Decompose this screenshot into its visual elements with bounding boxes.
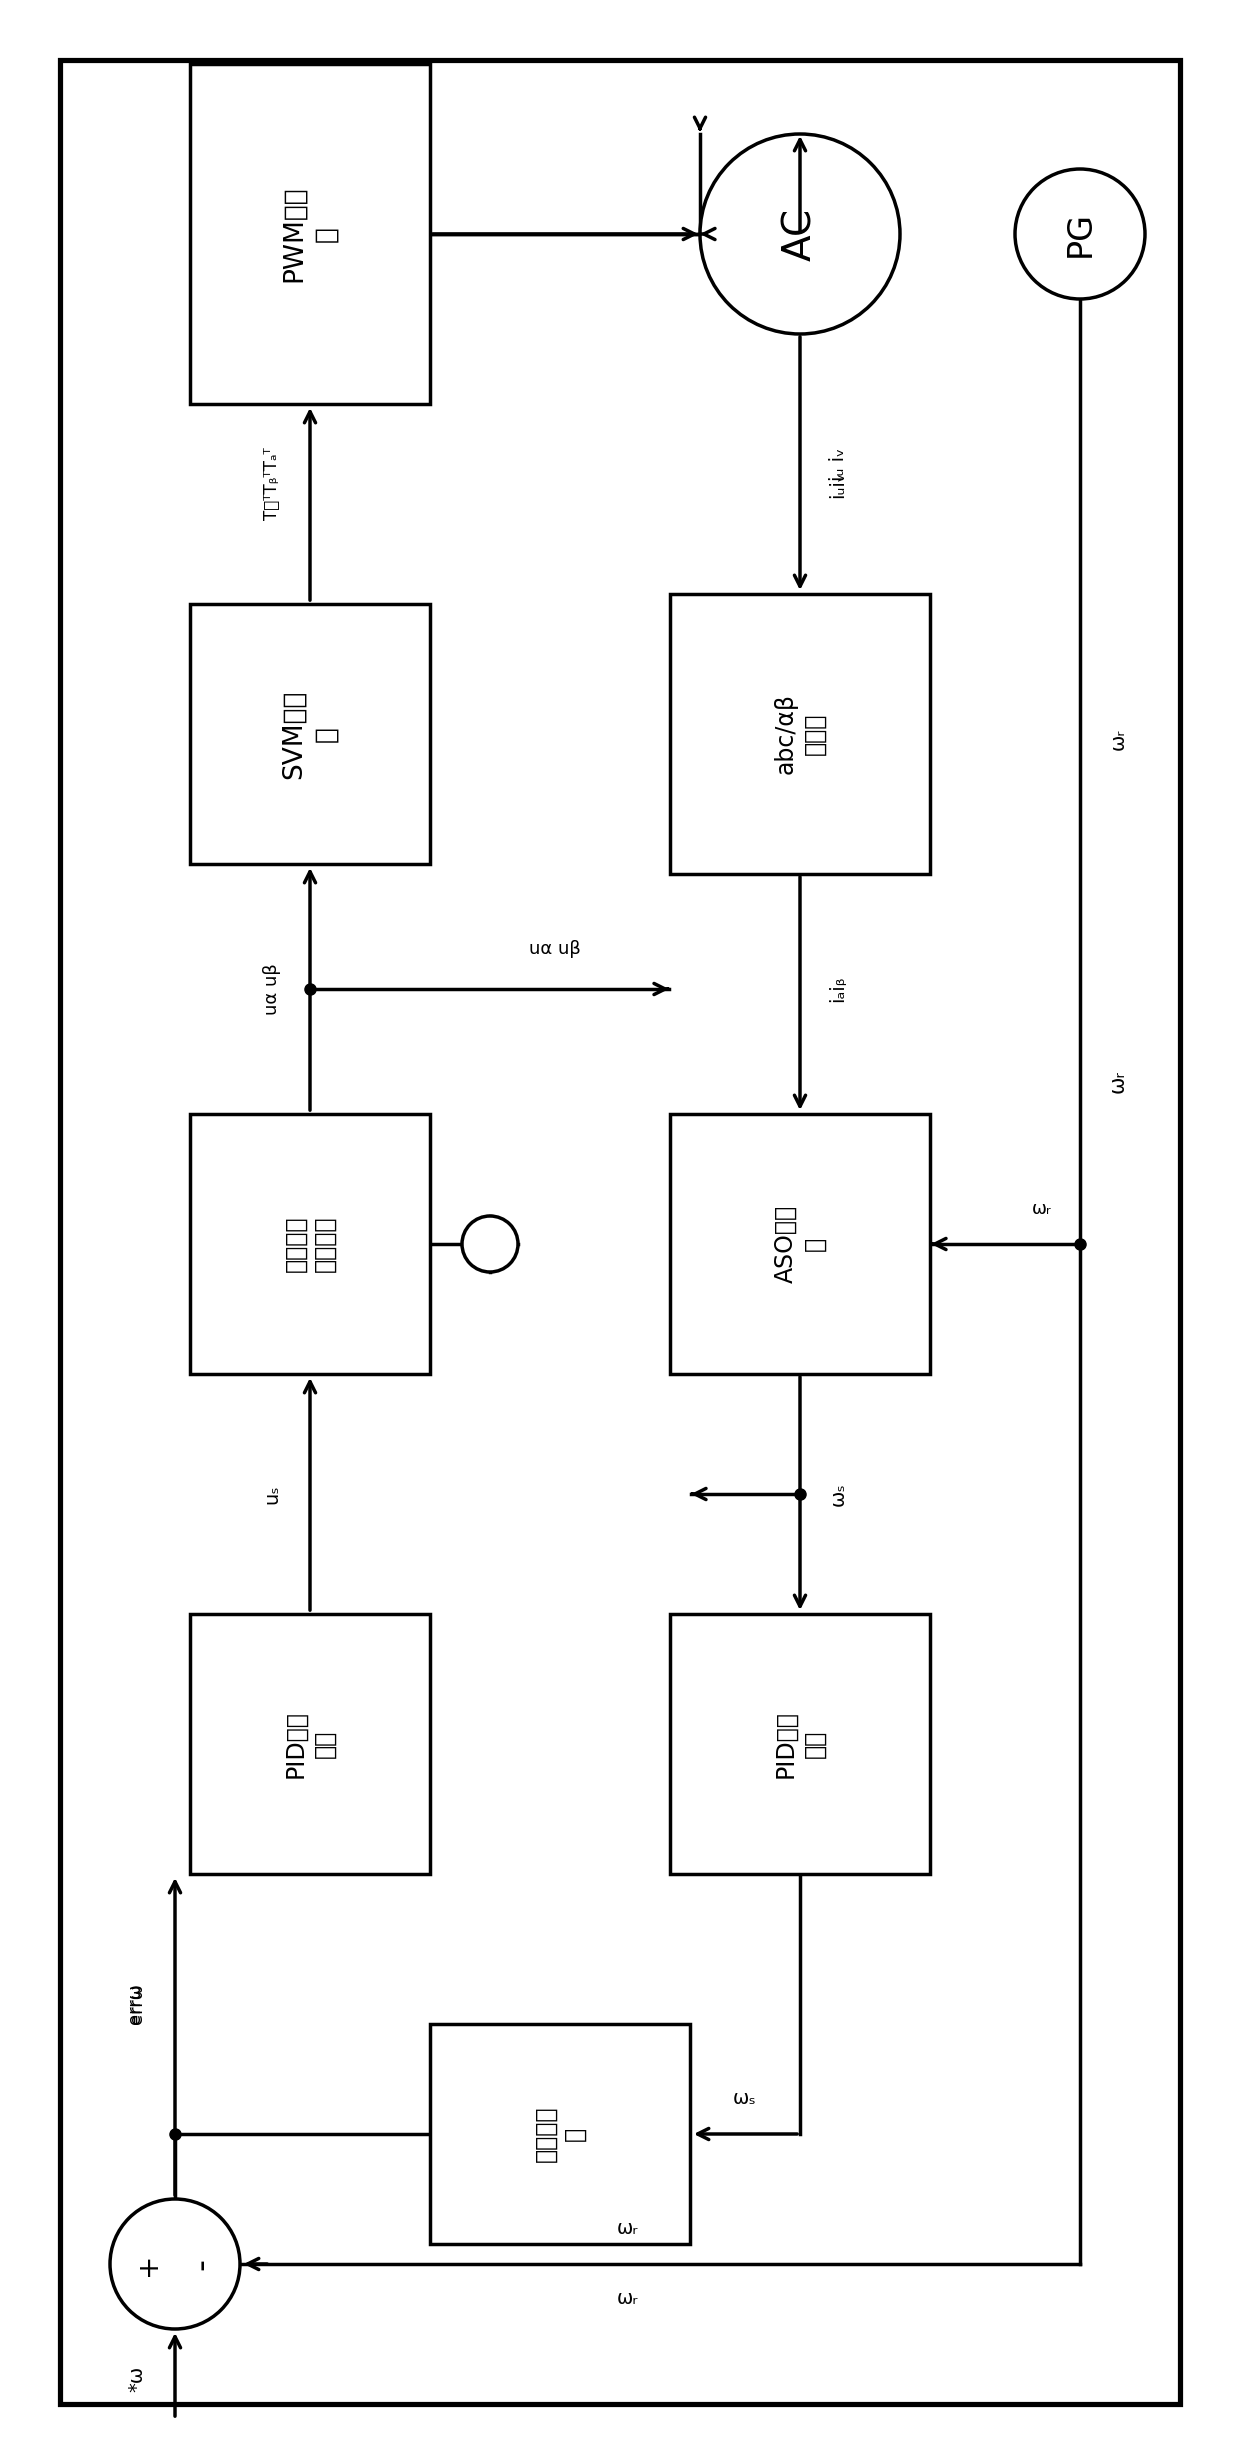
Bar xyxy=(670,594,930,875)
Text: abc/αβ
变换器: abc/αβ 变换器 xyxy=(774,692,827,774)
Text: ωᵣ: ωᵣ xyxy=(616,2289,639,2309)
Text: PID调节
器一: PID调节 器一 xyxy=(283,1710,337,1779)
Circle shape xyxy=(701,133,900,335)
Text: ωᵣ: ωᵣ xyxy=(616,2220,639,2237)
Text: ωᵣ: ωᵣ xyxy=(1109,1069,1128,1094)
Circle shape xyxy=(110,2198,241,2328)
Text: iₐiᵦ: iₐiᵦ xyxy=(828,976,847,1003)
Text: ASO观测
器: ASO观测 器 xyxy=(774,1205,827,1284)
Text: PWM逆变
器: PWM逆变 器 xyxy=(281,185,339,283)
Text: +: + xyxy=(134,2252,161,2277)
Bar xyxy=(190,604,430,865)
Text: 正余弦坐
标转换器: 正余弦坐 标转换器 xyxy=(283,1215,337,1271)
Text: AC: AC xyxy=(781,207,818,261)
Circle shape xyxy=(1016,170,1145,298)
Text: SVM调制
器: SVM调制 器 xyxy=(281,690,339,779)
Text: PID调节
器二: PID调节 器二 xyxy=(774,1710,827,1779)
Bar xyxy=(190,1114,430,1375)
Text: ωₛ: ωₛ xyxy=(733,2089,756,2109)
Text: errω: errω xyxy=(126,1984,144,2025)
Text: -: - xyxy=(186,2257,218,2269)
Text: ωᵣ: ωᵣ xyxy=(1109,729,1127,749)
Bar xyxy=(670,1114,930,1375)
Text: *ω: *ω xyxy=(128,2365,146,2393)
Text: ωᵣ: ωᵣ xyxy=(1032,1200,1052,1217)
Text: uα uβ: uα uβ xyxy=(529,939,580,958)
Circle shape xyxy=(463,1217,518,1271)
Text: PG: PG xyxy=(1064,212,1096,256)
Text: ωₛ: ωₛ xyxy=(828,1483,847,1506)
Text: iᵤ iᵥ: iᵤ iᵥ xyxy=(828,448,847,480)
Bar xyxy=(670,1614,930,1875)
Bar xyxy=(190,64,430,404)
Text: uₛ: uₛ xyxy=(263,1483,281,1503)
Bar xyxy=(190,1614,430,1875)
Text: errω: errω xyxy=(128,1984,146,2025)
Text: uα uβ: uα uβ xyxy=(263,963,281,1015)
Bar xyxy=(430,2023,689,2245)
Text: T꜀ᵀTᵦᵀTₐᵀ: T꜀ᵀTᵦᵀTₐᵀ xyxy=(263,448,281,520)
Text: 速度积分
器: 速度积分 器 xyxy=(533,2107,587,2163)
Text: iᵤiᵥ: iᵤiᵥ xyxy=(828,471,847,498)
